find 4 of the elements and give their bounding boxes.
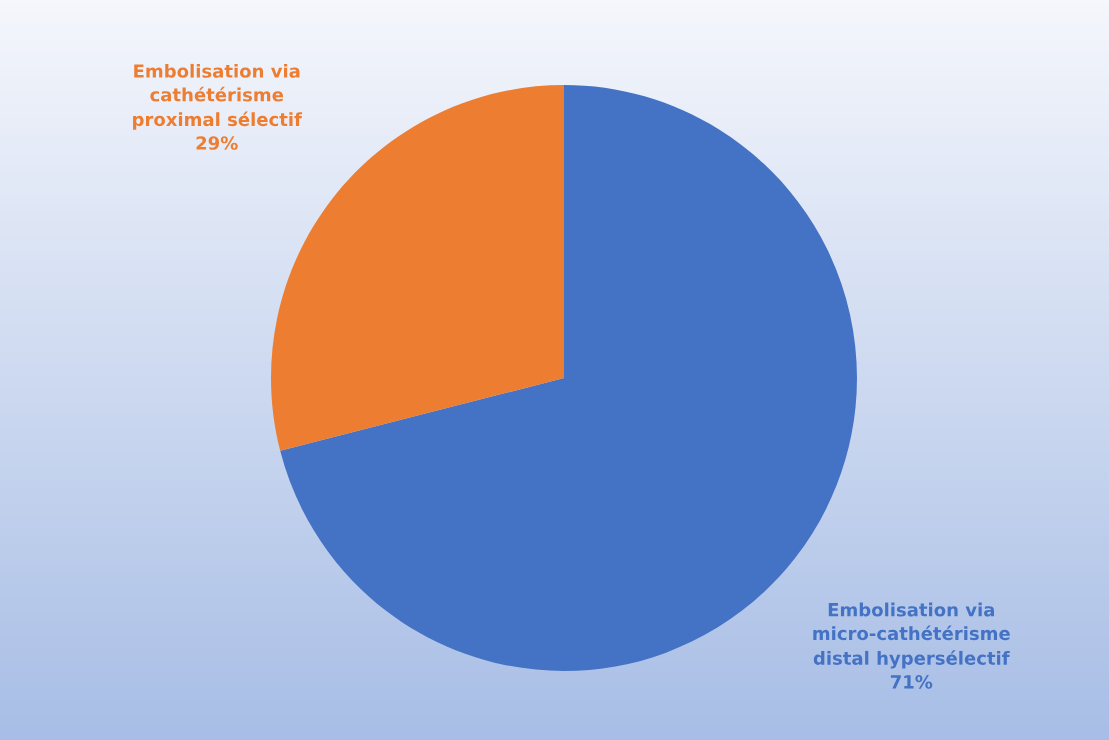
data-label: 29% bbox=[196, 136, 238, 150]
slice-label: Embolisation via micro-cathétérisme distal hypersélectif bbox=[813, 602, 1010, 669]
slice-label: Embolisation via cathétérisme proximal sélectif bbox=[133, 63, 303, 130]
data-label: 71% bbox=[890, 675, 933, 689]
